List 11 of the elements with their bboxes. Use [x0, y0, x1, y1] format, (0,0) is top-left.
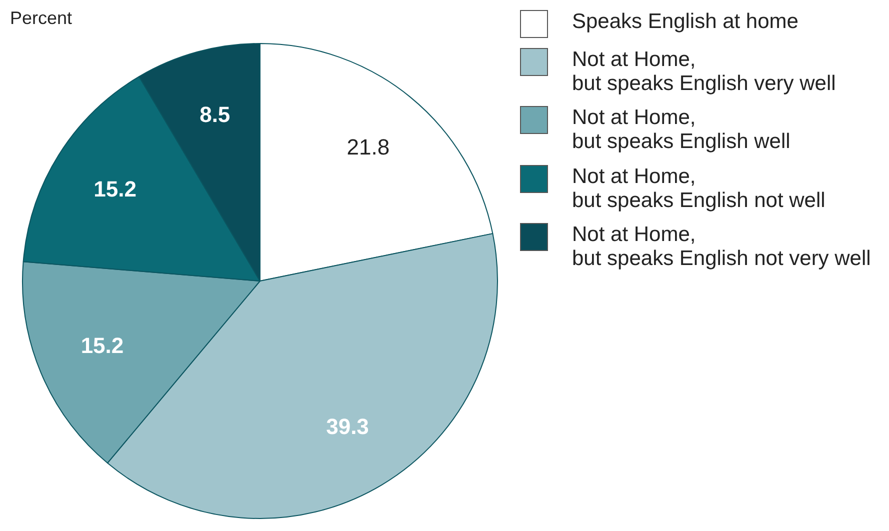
legend-label: Not at Home, but speaks English not very well	[572, 222, 871, 272]
legend-label: Not at Home, but speaks English not well	[572, 164, 826, 213]
chart-title: Percent	[10, 8, 72, 29]
data-label: 15.2	[94, 176, 136, 202]
data-label: 15.2	[80, 332, 124, 358]
legend-label: Not at Home, but speaks English well	[572, 106, 790, 155]
legend-label: Not at Home, but speaks English very well	[572, 48, 836, 96]
data-label: 8.5	[200, 102, 230, 128]
data-label: 21.8	[346, 134, 390, 160]
slice-label: Speaks English at home	[572, 10, 798, 34]
data-label: 39.3	[326, 414, 369, 439]
